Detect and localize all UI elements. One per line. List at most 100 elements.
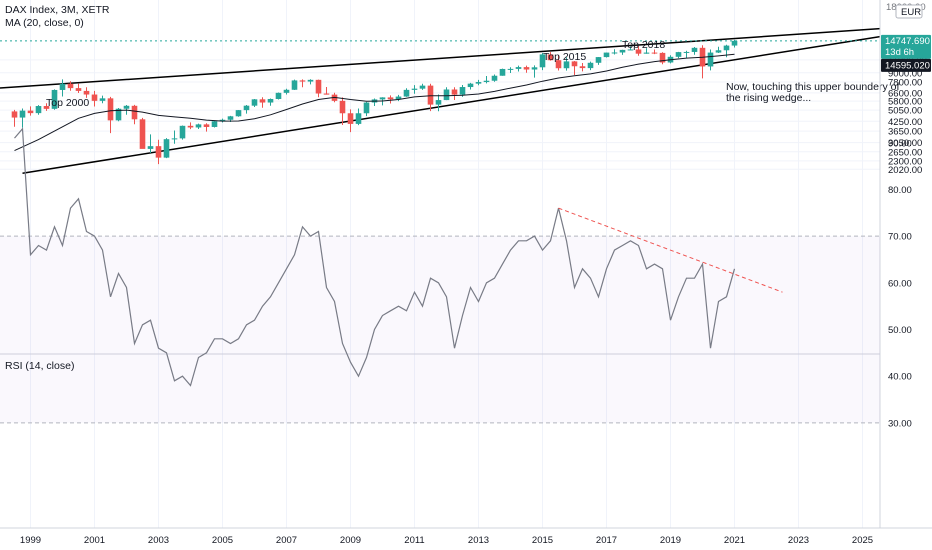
time-tick-label: 2021 — [724, 535, 745, 546]
candle-body — [723, 45, 730, 51]
ma-price-tag: 14595.020 — [881, 58, 931, 72]
candle-body — [187, 125, 194, 128]
candle-2003Q3 — [171, 130, 178, 144]
candle-body — [59, 83, 66, 90]
candle-body — [155, 146, 162, 158]
candle-body — [315, 79, 322, 94]
candle-body — [267, 98, 274, 103]
candle-2015Q1 — [539, 53, 546, 71]
candle-body — [227, 116, 234, 120]
candle-2019Q4 — [691, 46, 698, 55]
candle-body — [523, 67, 530, 70]
candle-2017Q2 — [611, 49, 618, 55]
candle-2005Q3 — [235, 109, 242, 117]
candle-body — [179, 125, 186, 139]
candle-2003Q4 — [179, 125, 186, 140]
time-tick-label: 2023 — [788, 535, 809, 546]
candle-2009Q1 — [347, 109, 354, 133]
candle-body — [403, 89, 410, 97]
candle-2004Q3 — [203, 123, 210, 132]
candle-2006Q4 — [275, 92, 282, 100]
candle-2013Q1 — [475, 79, 482, 86]
candle-body — [451, 89, 458, 95]
annotation-top-2018: Top 2018 — [622, 39, 665, 51]
candle-body — [387, 97, 394, 100]
candle-body — [731, 40, 738, 46]
candle-2000Q2 — [67, 81, 74, 91]
rsi-tick-label: 70.00 — [888, 232, 912, 243]
candle-body — [99, 98, 106, 101]
candle-2015Q2 — [547, 52, 554, 61]
price-pane[interactable] — [0, 0, 881, 528]
candle-body — [467, 83, 474, 88]
candle-2016Q4 — [595, 57, 602, 65]
time-tick-label: 2015 — [532, 535, 553, 546]
candle-2015Q3 — [555, 55, 562, 71]
candle-2001Q2 — [99, 95, 106, 104]
rsi-axis[interactable]: 90.00 80.00 70.00 60.00 50.00 40.00 30.00 — [888, 138, 912, 429]
candle-body — [603, 52, 610, 58]
candle-2013Q4 — [499, 68, 506, 76]
rsi-pane[interactable] — [0, 127, 880, 424]
candle-2006Q1 — [251, 98, 258, 108]
candle-2007Q1 — [283, 88, 290, 95]
candle-body — [651, 52, 658, 54]
rsi-legend: RSI (14, close) — [5, 360, 74, 372]
candle-2007Q4 — [307, 79, 314, 85]
candle-body — [115, 108, 122, 121]
candle-body — [539, 54, 546, 68]
candle-body — [131, 105, 138, 120]
candle-body — [259, 99, 266, 103]
candle-body — [299, 80, 306, 82]
candle-body — [675, 52, 682, 57]
candle-2019Q3 — [683, 50, 690, 59]
candle-body — [491, 75, 498, 81]
candle-2014Q1 — [507, 67, 514, 74]
time-tick-label: 2017 — [596, 535, 617, 546]
time-tick-label: 2009 — [340, 535, 361, 546]
candle-2004Q2 — [195, 123, 202, 129]
candle-body — [683, 51, 690, 53]
candle-2020Q3 — [715, 46, 722, 53]
candle-body — [147, 146, 154, 149]
time-axis[interactable]: 1999 2001 2003 2005 2007 2009 2011 2013 2015 2017… — [20, 535, 873, 546]
candle-2000Q1 — [59, 79, 66, 97]
candle-body — [283, 89, 290, 93]
candle-body — [547, 54, 554, 61]
candle-2006Q3 — [267, 98, 274, 106]
price-tick-label: 5050.00 — [888, 106, 922, 117]
price-tick-label: 2020.00 — [888, 165, 922, 176]
candle-body — [459, 87, 466, 95]
candle-2011Q1 — [411, 85, 418, 94]
rsi-tick-label: 80.00 — [888, 185, 912, 196]
candle-2001Q1 — [91, 90, 98, 107]
candle-2012Q2 — [451, 87, 458, 100]
price-axis[interactable]: 11000.009000.007800.006600.005800.005050… — [888, 55, 927, 175]
time-tick-label: 2001 — [84, 535, 105, 546]
rsi-tick-label: 90.00 — [888, 138, 912, 149]
candle-body — [579, 66, 586, 69]
candle-2007Q2 — [291, 79, 298, 90]
candle-body — [595, 57, 602, 63]
price-tick-label: 2300.00 — [888, 156, 922, 167]
candle-2004Q4 — [211, 120, 218, 128]
candle-body — [443, 89, 450, 101]
price-tick-label: 4250.00 — [888, 117, 922, 128]
candle-body — [707, 52, 714, 67]
rsi-band — [0, 236, 880, 423]
price-tick-label: 3650.00 — [888, 127, 922, 138]
candle-2002Q2 — [131, 104, 138, 125]
price-tick-label: 2650.00 — [888, 147, 922, 158]
candle-body — [91, 94, 98, 101]
candle-2013Q2 — [483, 76, 490, 84]
candle-1998Q3 — [11, 109, 18, 127]
currency-badge[interactable]: EUR — [895, 4, 923, 19]
chart-title: DAX Index, 3M, XETR — [5, 4, 110, 16]
candle-body — [363, 102, 370, 114]
candle-body — [587, 62, 594, 69]
candle-body — [83, 90, 90, 95]
candle-2016Q2 — [579, 62, 586, 72]
candle-2007Q3 — [299, 79, 306, 88]
last-price-tag: 14747.690 13d 6h — [881, 34, 931, 59]
time-tick-label: 1999 — [20, 535, 41, 546]
